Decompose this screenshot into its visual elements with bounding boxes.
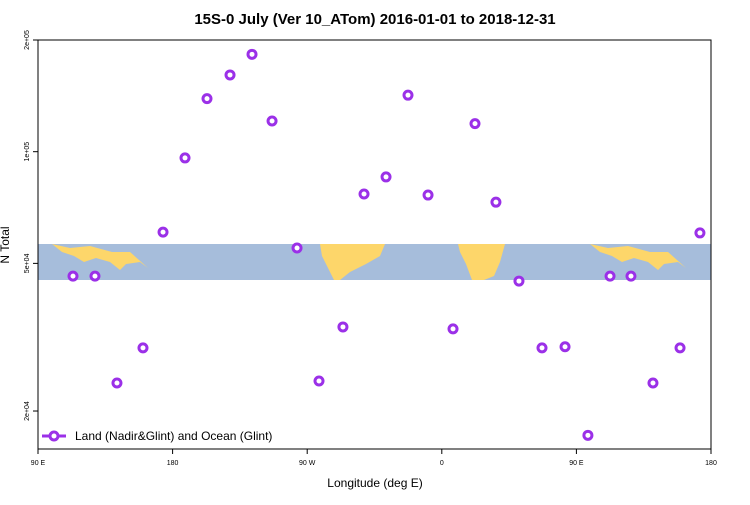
x-tick-label: 180 (705, 460, 717, 467)
point (582, 429, 594, 441)
point (380, 171, 392, 183)
point (469, 118, 481, 130)
x-tick-label: 180 (167, 460, 179, 467)
point (402, 89, 414, 101)
x-tick-label: 90 E (569, 460, 584, 467)
x-tick-label: 90 E (31, 460, 46, 467)
point (157, 226, 169, 238)
y-axis-label: N Total (0, 226, 12, 263)
point (337, 321, 349, 333)
point (179, 152, 191, 164)
point (604, 270, 616, 282)
point (513, 275, 525, 287)
point (625, 270, 637, 282)
point (490, 196, 502, 208)
point (246, 48, 258, 60)
point (111, 377, 123, 389)
point (358, 188, 370, 200)
y-tick-label: 1e+05 (24, 142, 31, 162)
point (137, 342, 149, 354)
y-tick-label: 2e+04 (24, 401, 31, 421)
x-tick-label: 0 (440, 460, 444, 467)
y-tick-label: 2e+05 (24, 30, 31, 50)
point (266, 115, 278, 127)
point (224, 69, 236, 81)
point (201, 93, 213, 105)
point (422, 189, 434, 201)
y-tick-label: 5e+04 (24, 253, 31, 273)
point (674, 342, 686, 354)
point (291, 242, 303, 254)
legend-marker (48, 430, 60, 442)
point (313, 375, 325, 387)
x-axis-label: Longitude (deg E) (327, 476, 422, 490)
point (89, 270, 101, 282)
map-strip (38, 244, 711, 280)
legend-label: Land (Nadir&Glint) and Ocean (Glint) (75, 429, 272, 443)
point (67, 270, 79, 282)
chart-title: 15S-0 July (Ver 10_ATom) 2016-01-01 to 2… (194, 11, 555, 28)
point (647, 377, 659, 389)
x-tick-label: 90 W (299, 460, 316, 467)
plot-frame (37, 39, 712, 450)
point (694, 227, 706, 239)
point (559, 341, 571, 353)
point (536, 342, 548, 354)
point (447, 323, 459, 335)
